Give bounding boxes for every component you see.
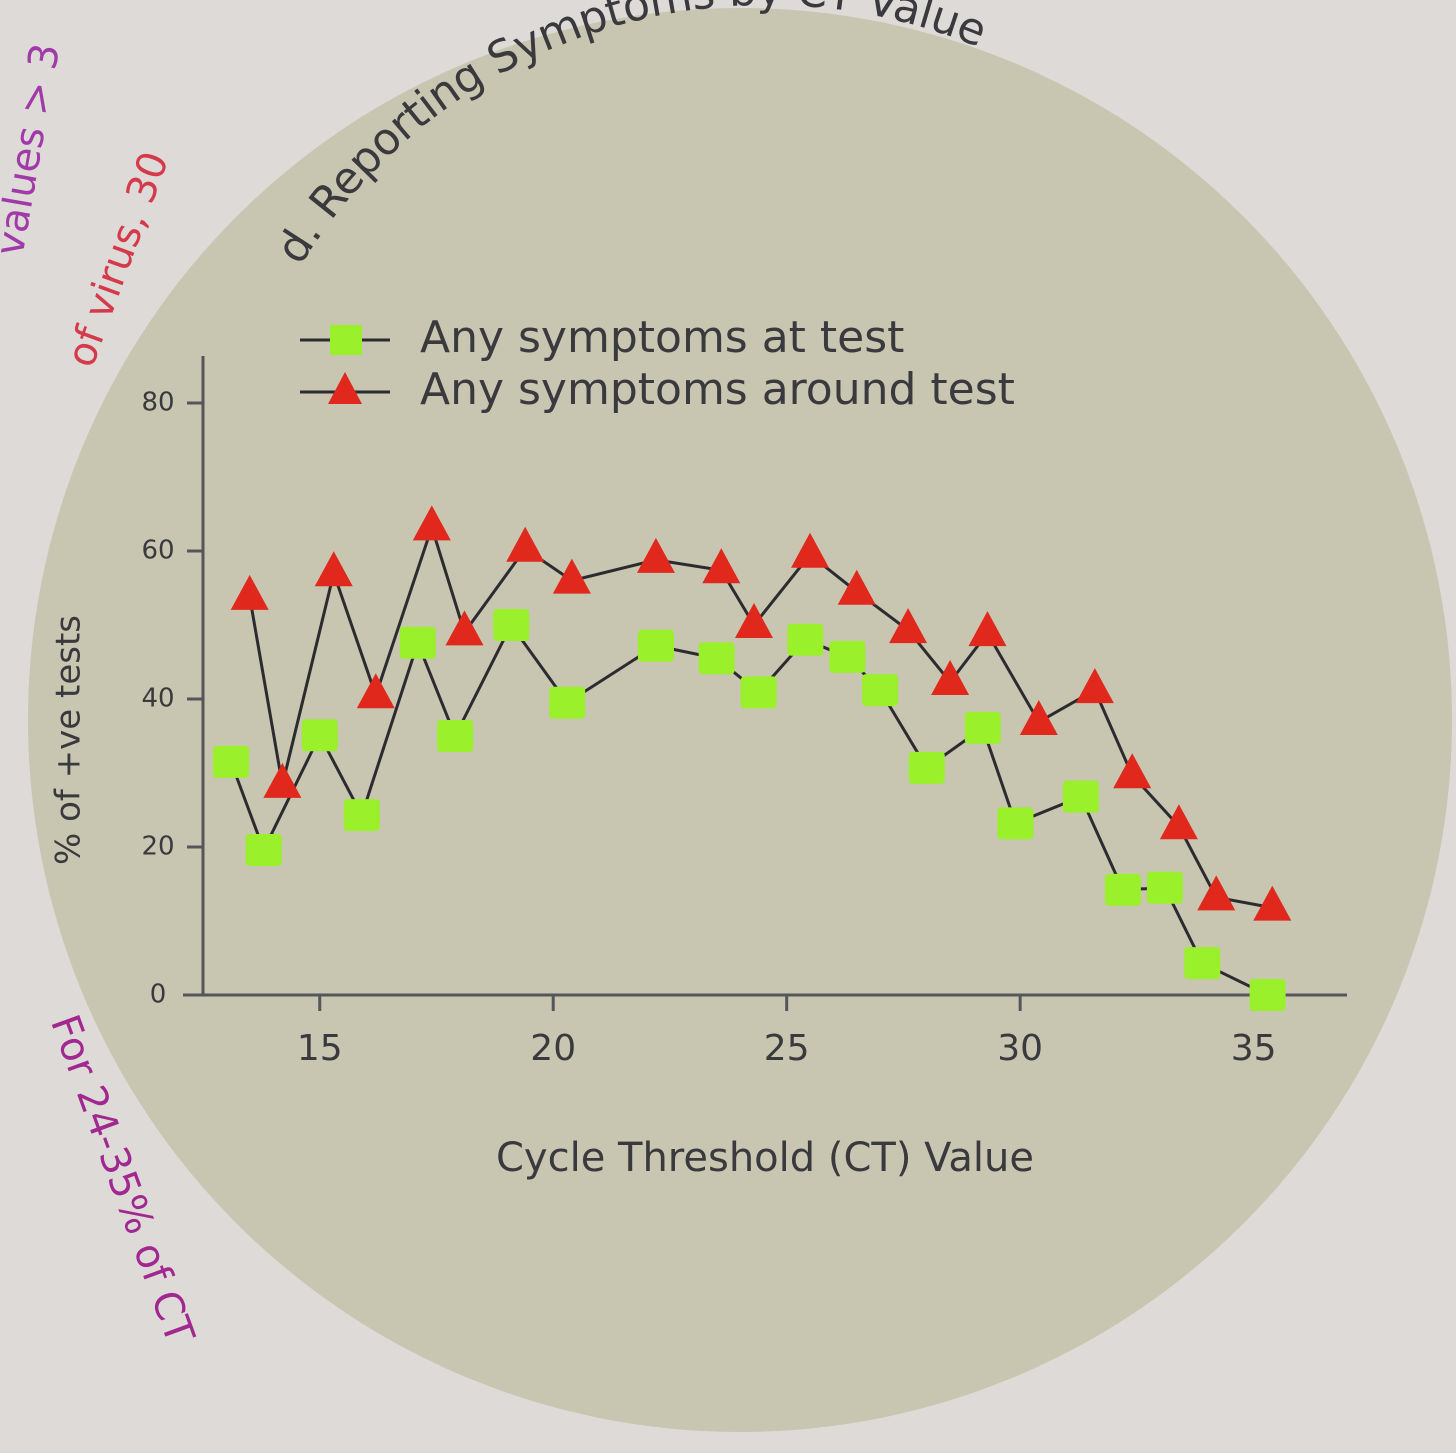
marker-square	[908, 751, 945, 784]
marker-square	[964, 711, 1001, 744]
marker-triangle	[1019, 699, 1058, 735]
marker-square	[698, 642, 735, 675]
y-tick-label: 60	[141, 536, 174, 566]
y-tick-label: 20	[141, 832, 174, 862]
marker-square	[399, 626, 436, 659]
x-tick-label: 25	[764, 1028, 810, 1069]
marker-triangle	[552, 558, 591, 594]
marker-triangle	[263, 762, 302, 798]
marker-square	[343, 799, 380, 832]
side-text: values > 3	[0, 40, 69, 259]
marker-square	[740, 676, 777, 709]
marker-square	[829, 640, 866, 673]
marker-triangle	[506, 526, 545, 562]
marker-square	[997, 807, 1034, 840]
y-axis-label: % of +ve tests	[49, 615, 89, 865]
marker-triangle	[230, 574, 269, 610]
marker-triangle	[837, 569, 876, 605]
legend-label: Any symptoms at test	[420, 312, 904, 363]
legend-marker	[328, 372, 362, 404]
x-axis-label: Cycle Threshold (CT) Value	[496, 1135, 1034, 1181]
marker-triangle	[734, 603, 773, 638]
marker-triangle	[445, 610, 484, 646]
marker-triangle	[1075, 668, 1114, 704]
series-line	[248, 522, 1273, 910]
x-tick-label: 35	[1231, 1028, 1277, 1069]
marker-triangle	[1159, 804, 1198, 840]
marker-square	[1062, 780, 1099, 813]
marker-square	[1184, 947, 1221, 980]
marker-triangle	[314, 551, 353, 587]
marker-triangle	[1197, 875, 1236, 911]
y-tick-label: 0	[150, 980, 167, 1010]
marker-square	[1104, 873, 1141, 906]
marker-square	[787, 623, 824, 656]
fabric-circle	[28, 8, 1452, 1432]
marker-triangle	[412, 505, 451, 541]
series-line	[229, 622, 1269, 997]
marker-triangle	[968, 611, 1007, 647]
marker-triangle	[356, 673, 395, 709]
marker-triangle	[702, 548, 741, 584]
marker-square	[549, 686, 586, 719]
y-tick-label: 80	[141, 388, 174, 418]
marker-square	[437, 720, 474, 752]
x-tick-label: 30	[997, 1028, 1043, 1069]
marker-square	[1146, 871, 1183, 904]
marker-triangle	[931, 659, 970, 695]
legend-label: Any symptoms around test	[420, 364, 1015, 415]
marker-square	[862, 674, 899, 707]
x-tick-label: 20	[530, 1028, 576, 1069]
marker-triangle	[636, 537, 675, 573]
marker-square	[637, 629, 674, 662]
marker-square	[245, 833, 282, 866]
marker-square	[301, 719, 338, 752]
marker-triangle	[791, 532, 830, 568]
y-tick-label: 40	[141, 684, 174, 714]
marker-triangle	[1113, 753, 1152, 789]
legend-marker	[330, 325, 362, 355]
marker-square	[213, 745, 250, 778]
x-tick-label: 15	[297, 1028, 343, 1069]
marker-square	[1249, 979, 1286, 1011]
marker-square	[493, 609, 530, 641]
marker-triangle	[889, 608, 928, 644]
marker-triangle	[1253, 885, 1292, 921]
